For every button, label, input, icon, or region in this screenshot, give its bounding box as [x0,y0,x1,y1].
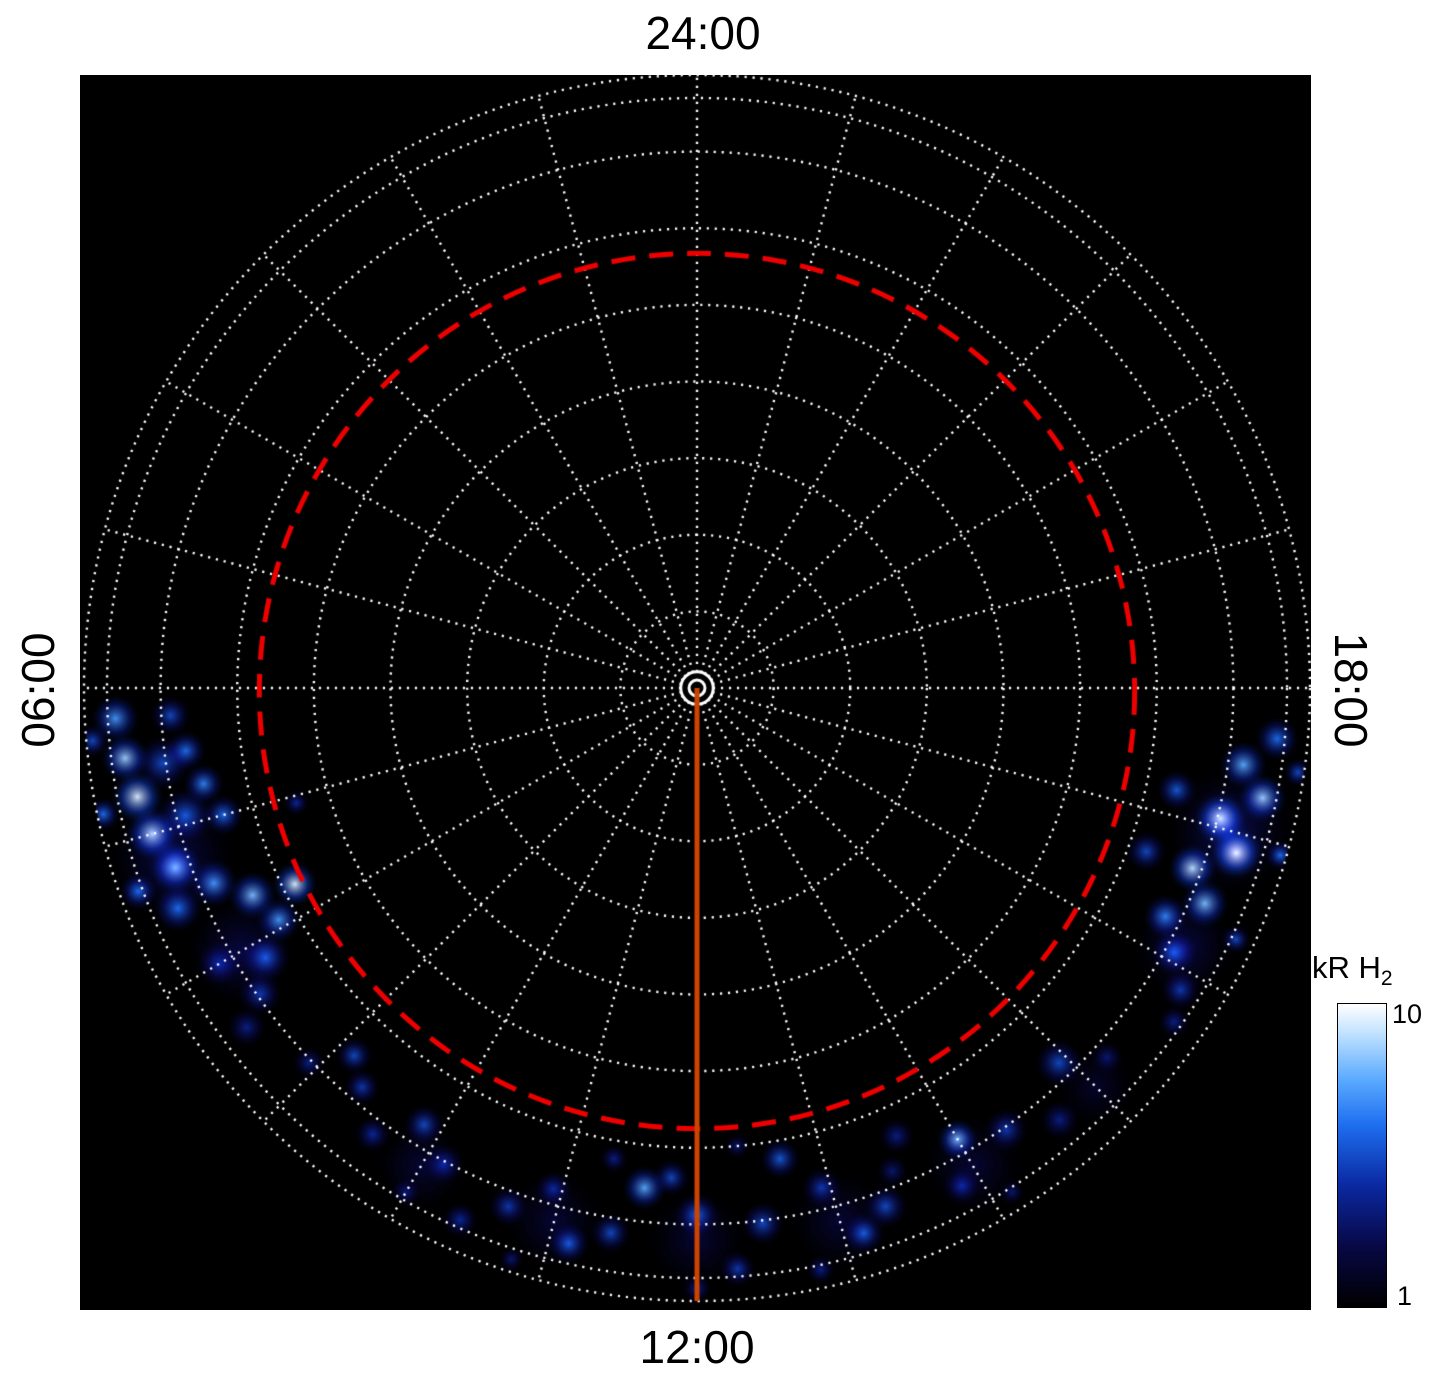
colorbar-min-label: 1 [1397,1281,1413,1311]
mlt-label-1200: 12:00 [639,1321,755,1373]
colorbar-title-text: kR H [1312,950,1381,985]
mlt-label-0600: 06:00 [12,632,64,748]
mlt-label-2400: 24:00 [645,7,761,59]
polar-plot-area [80,75,1311,1310]
mlt-label-1800: 18:00 [1325,632,1377,748]
aurora-polar-map-canvas [80,75,1311,1310]
colorbar-title-subscript: 2 [1380,967,1393,991]
colorbar-max-label: 10 [1392,999,1423,1029]
colorbar-title: kR H2 [1312,950,1393,991]
colorbar-gradient [1337,1003,1387,1308]
